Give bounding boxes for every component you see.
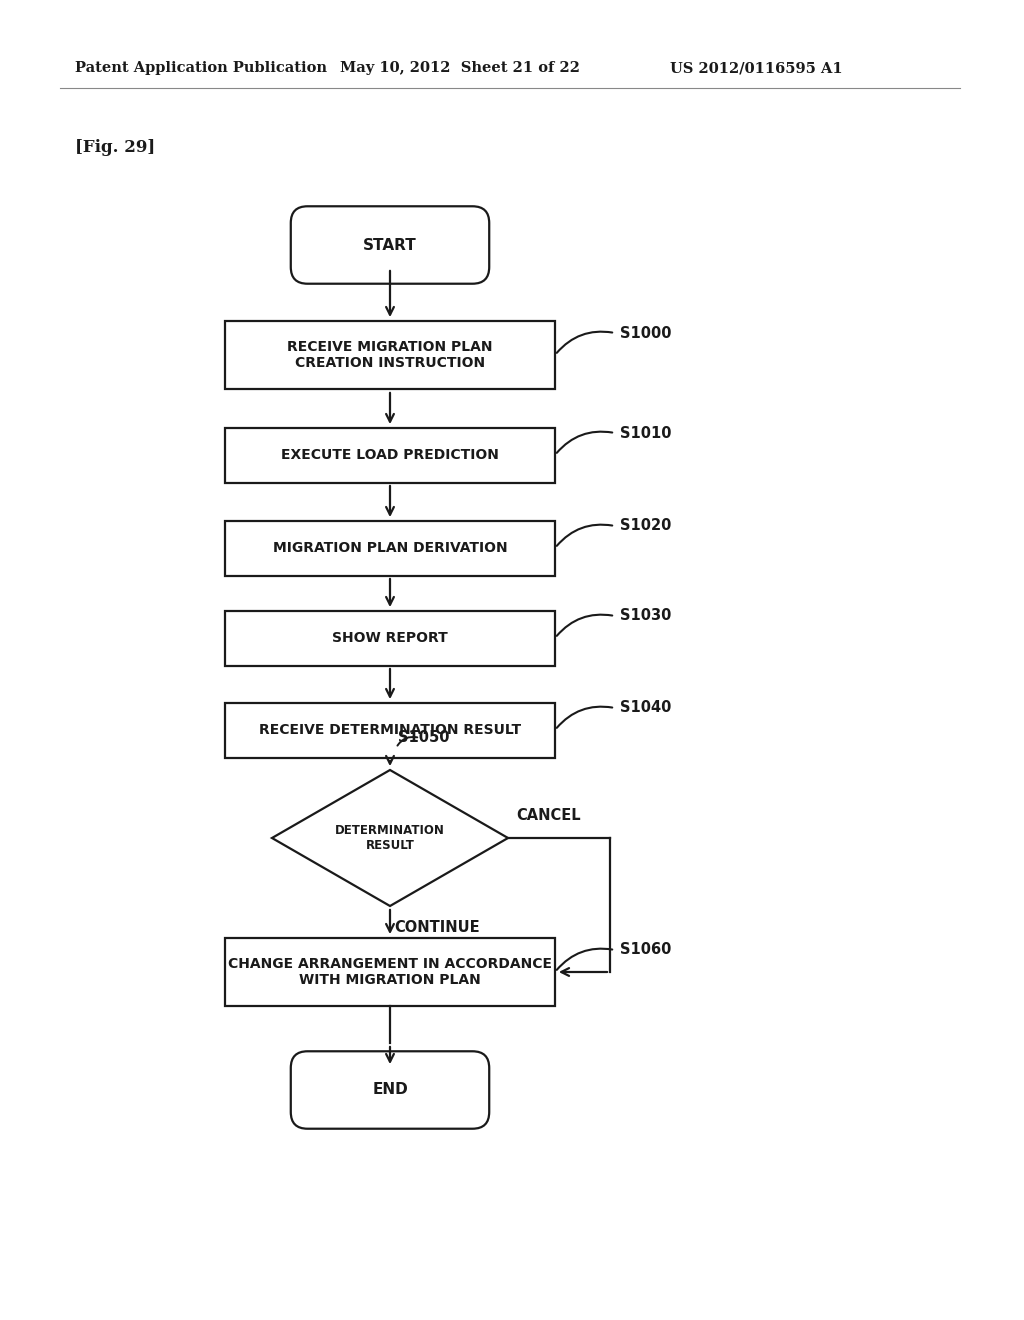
Text: MIGRATION PLAN DERIVATION: MIGRATION PLAN DERIVATION [272, 541, 507, 554]
Text: S1000: S1000 [620, 326, 672, 341]
Text: S1060: S1060 [620, 942, 672, 957]
Text: S1040: S1040 [620, 701, 672, 715]
Text: S1010: S1010 [620, 425, 672, 441]
Text: CONTINUE: CONTINUE [394, 920, 479, 936]
Text: RECEIVE MIGRATION PLAN
CREATION INSTRUCTION: RECEIVE MIGRATION PLAN CREATION INSTRUCT… [288, 339, 493, 370]
Text: [Fig. 29]: [Fig. 29] [75, 140, 156, 157]
FancyBboxPatch shape [291, 206, 489, 284]
Text: S1050: S1050 [398, 730, 450, 746]
Text: Patent Application Publication: Patent Application Publication [75, 61, 327, 75]
Bar [225, 428, 555, 483]
Text: SHOW REPORT: SHOW REPORT [332, 631, 447, 645]
Text: May 10, 2012  Sheet 21 of 22: May 10, 2012 Sheet 21 of 22 [340, 61, 580, 75]
FancyBboxPatch shape [291, 1051, 489, 1129]
Text: RECEIVE DETERMINATION RESULT: RECEIVE DETERMINATION RESULT [259, 723, 521, 737]
Text: S1020: S1020 [620, 519, 672, 533]
Bar [225, 520, 555, 576]
Bar [225, 610, 555, 665]
Text: START: START [364, 238, 417, 252]
Text: EXECUTE LOAD PREDICTION: EXECUTE LOAD PREDICTION [281, 447, 499, 462]
Text: CHANGE ARRANGEMENT IN ACCORDANCE
WITH MIGRATION PLAN: CHANGE ARRANGEMENT IN ACCORDANCE WITH MI… [228, 957, 552, 987]
Bar [225, 702, 555, 758]
Text: DETERMINATION
RESULT: DETERMINATION RESULT [335, 824, 445, 851]
Polygon shape [272, 770, 508, 906]
Text: CANCEL: CANCEL [516, 808, 581, 824]
Text: US 2012/0116595 A1: US 2012/0116595 A1 [670, 61, 843, 75]
Bar [225, 321, 555, 389]
Bar [225, 939, 555, 1006]
Text: END: END [372, 1082, 408, 1097]
Text: S1030: S1030 [620, 609, 672, 623]
